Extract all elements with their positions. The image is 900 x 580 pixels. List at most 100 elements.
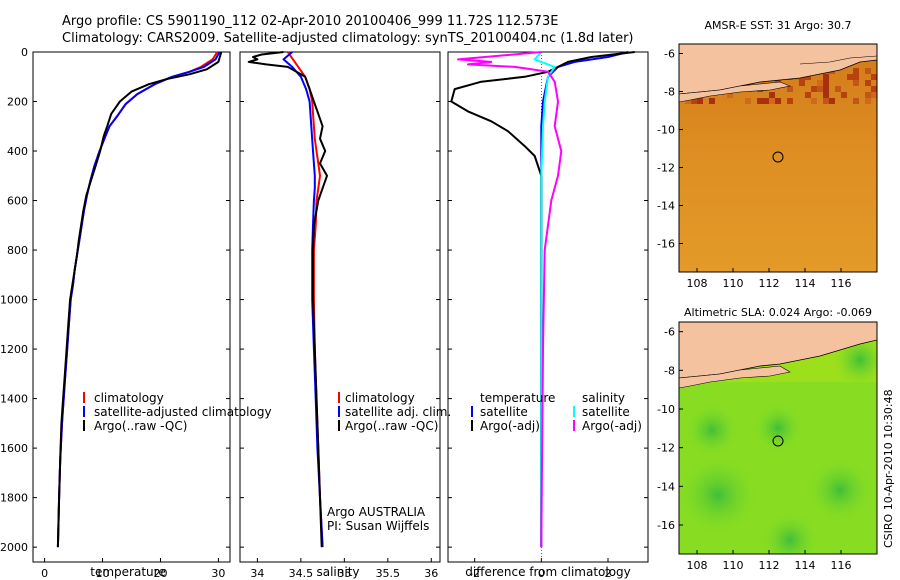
sst-pixel xyxy=(769,98,775,104)
sst-axis-ticks: 108 110 112 114 116 -6 -8 -10 -12 -14 -16 xyxy=(657,48,851,291)
sst-pixel xyxy=(853,74,859,80)
sst-pixel xyxy=(835,86,841,92)
temperature-x-tick-label: 10 xyxy=(96,567,110,580)
depth-tick-label: 1200 xyxy=(0,343,28,356)
header-line1: Argo profile: CS 5901190_112 02-Apr-2010… xyxy=(62,14,558,29)
sst-pixel xyxy=(745,98,751,104)
difference-chart: -2 0 2 xyxy=(448,51,648,580)
temperature-x-tick-label: 20 xyxy=(153,567,167,580)
depth-tick-label: 600 xyxy=(7,195,28,208)
salinity-xlabel: salinity xyxy=(316,565,359,579)
depth-tick-label: 1600 xyxy=(0,442,28,455)
csiro-credit: CSIRO 10-Apr-2010 10:30:48 xyxy=(882,389,895,548)
map-x-tick-label: 114 xyxy=(795,559,816,572)
depth-tick-label: 0 xyxy=(21,46,28,59)
sla-blob xyxy=(752,402,804,454)
salinity-series-climatology xyxy=(286,51,324,548)
map-y-tick-label: -8 xyxy=(664,364,675,377)
map-y-tick-label: -10 xyxy=(657,403,675,416)
salinity-x-tick-label: 35.5 xyxy=(376,567,401,580)
sst-pixel xyxy=(805,74,811,80)
sla-blob xyxy=(679,453,760,537)
sst-pixel xyxy=(865,68,871,74)
legend-label-satellite-adjusted: satellite-adjusted climatology xyxy=(94,405,272,419)
sla-map: 108 110 112 114 116 -6 -8 -10 -12 -14 -16 xyxy=(657,321,878,572)
difference-panel-frame xyxy=(447,51,649,563)
sst-pixel xyxy=(817,86,823,92)
sst-pixel xyxy=(829,98,835,104)
sst-pixel xyxy=(823,86,829,92)
sst-pixel xyxy=(865,98,871,104)
sla-blob xyxy=(684,402,740,458)
salinity-x-tick-label: 34.5 xyxy=(289,567,314,580)
legend-label-climatology: climatology xyxy=(345,391,415,405)
difference-x-tick-label: 0 xyxy=(538,567,545,580)
sst-pixel xyxy=(811,98,817,104)
difference-legend: temperature satellite Argo(-adj) salinit… xyxy=(471,391,642,433)
difference-series-salinity-satellite xyxy=(533,51,556,548)
legend-label-sal-argo: Argo(-adj) xyxy=(582,419,642,433)
sst-pixel xyxy=(871,74,877,80)
sst-pixel xyxy=(763,98,769,104)
sst-pixel xyxy=(811,86,817,92)
sla-map-title: Altimetric SLA: 0.024 Argo: -0.069 xyxy=(684,306,872,319)
depth-tick-label: 800 xyxy=(7,244,28,257)
sst-pixel xyxy=(841,92,847,98)
map-y-tick-label: -14 xyxy=(657,200,675,213)
sst-pixel xyxy=(805,92,811,98)
map-y-tick-label: -8 xyxy=(664,86,675,99)
depth-tick-label: 1400 xyxy=(0,393,28,406)
map-x-tick-label: 112 xyxy=(759,559,780,572)
argo-australia-label: Argo AUSTRALIA xyxy=(327,505,426,519)
depth-tick-label: 2000 xyxy=(0,541,28,554)
temperature-chart: 0 10 20 30 0 200 400 600 800 1000 1200 1400 1600 1800… xyxy=(0,46,230,580)
sst-pixel xyxy=(823,80,829,86)
sla-blob xyxy=(806,456,874,524)
temperature-series-argo-raw-qc- xyxy=(56,51,223,548)
sst-pixel xyxy=(685,98,691,104)
legend-label-argo: Argo(..raw -QC) xyxy=(94,419,187,433)
legend-label-climatology: climatology xyxy=(94,391,164,405)
sst-pixel xyxy=(853,80,859,86)
map-x-tick-label: 112 xyxy=(759,277,780,290)
map-y-tick-label: -6 xyxy=(664,326,675,339)
sst-pixel xyxy=(769,92,775,98)
map-y-tick-label: -12 xyxy=(657,442,675,455)
land-patch xyxy=(679,81,792,103)
sst-pixel xyxy=(787,86,793,92)
sla-axis-ticks: 108 110 112 114 116 -6 -8 -10 -12 -14 -16 xyxy=(657,326,851,572)
map-x-tick-label: 110 xyxy=(723,277,744,290)
map-x-tick-label: 116 xyxy=(831,559,852,572)
map-x-tick-label: 108 xyxy=(687,559,708,572)
map-y-tick-label: -16 xyxy=(657,519,675,532)
sst-pixel xyxy=(691,98,697,104)
argo-float-marker xyxy=(772,435,784,447)
salinity-chart: 34 34.5 35 35.5 36 xyxy=(240,51,440,580)
legend-label-temp-satellite: satellite xyxy=(480,405,528,419)
depth-tick-label: 400 xyxy=(7,145,28,158)
sst-map: 108 110 112 114 116 -6 -8 -10 -12 -14 -16 xyxy=(657,43,878,291)
difference-x-tick-label: 2 xyxy=(605,567,612,580)
legend-title-salinity: salinity xyxy=(582,391,625,405)
temperature-x-tick-label: 30 xyxy=(211,567,225,580)
legend-label-sal-satellite: satellite xyxy=(582,405,630,419)
sla-blob xyxy=(760,510,820,554)
legend-title-temperature: temperature xyxy=(480,391,555,405)
depth-tick-label: 1000 xyxy=(0,294,28,307)
map-x-tick-label: 108 xyxy=(687,277,708,290)
salinity-x-tick-label: 36 xyxy=(424,567,438,580)
sst-pixel xyxy=(697,98,703,104)
sst-pixel xyxy=(871,86,877,92)
land-patch xyxy=(679,365,791,389)
map-x-tick-label: 116 xyxy=(831,277,852,290)
sst-pixel xyxy=(823,92,829,98)
coastline xyxy=(799,55,877,65)
temperature-xlabel: temperature xyxy=(90,565,165,579)
sst-pixel xyxy=(853,68,859,74)
sst-pixel xyxy=(865,80,871,86)
legend-label-argo: Argo(..raw -QC) xyxy=(345,419,438,433)
legend-label-satellite-adj: satellite adj. clim. xyxy=(345,405,451,419)
pi-label: PI: Susan Wijffels xyxy=(327,519,429,533)
sst-pixel xyxy=(799,80,805,86)
